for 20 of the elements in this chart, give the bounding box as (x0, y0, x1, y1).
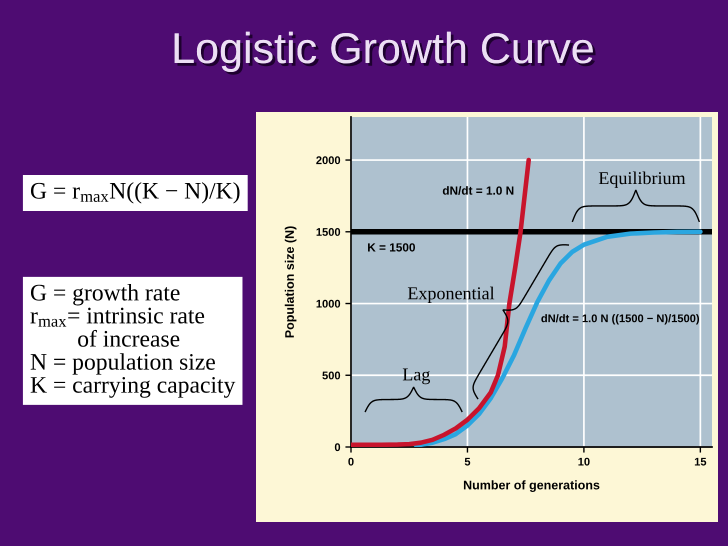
annotation: Equilibrium (598, 172, 686, 188)
x-tick-label: 0 (348, 458, 354, 466)
y-tick-label: 0 (334, 443, 340, 452)
x-tick-label: 10 (578, 458, 590, 466)
ref-line-label: K = 1500 (368, 243, 416, 252)
text: G = r$_{max}$N((K − N)/K) (30, 182, 240, 204)
x-axis-title: Number of generations (464, 480, 600, 492)
annotation: dN/dt = 1.0 N ((1500 − N)/1500) (541, 314, 700, 324)
x-tick-label: 5 (464, 458, 470, 466)
y-axis-title: Population size (N) (284, 226, 296, 338)
y-tick-label: 500 (322, 372, 340, 380)
y-tick-label: 1500 (316, 228, 340, 236)
x-tick-label: 15 (694, 458, 706, 466)
annotation: Exponential (408, 286, 494, 304)
text: G = growth rate r$_{max}$= intrinsic rate of increase N = population size K = carrying capacity (30, 284, 236, 398)
annotation: Lag (402, 368, 430, 384)
y-tick-label: 1000 (316, 300, 340, 308)
chart-title: Logistic Growth Curve (174, 32, 596, 75)
y-tick-label: 2000 (316, 156, 340, 164)
annotation: dN/dt = 1.0 N (442, 186, 514, 195)
